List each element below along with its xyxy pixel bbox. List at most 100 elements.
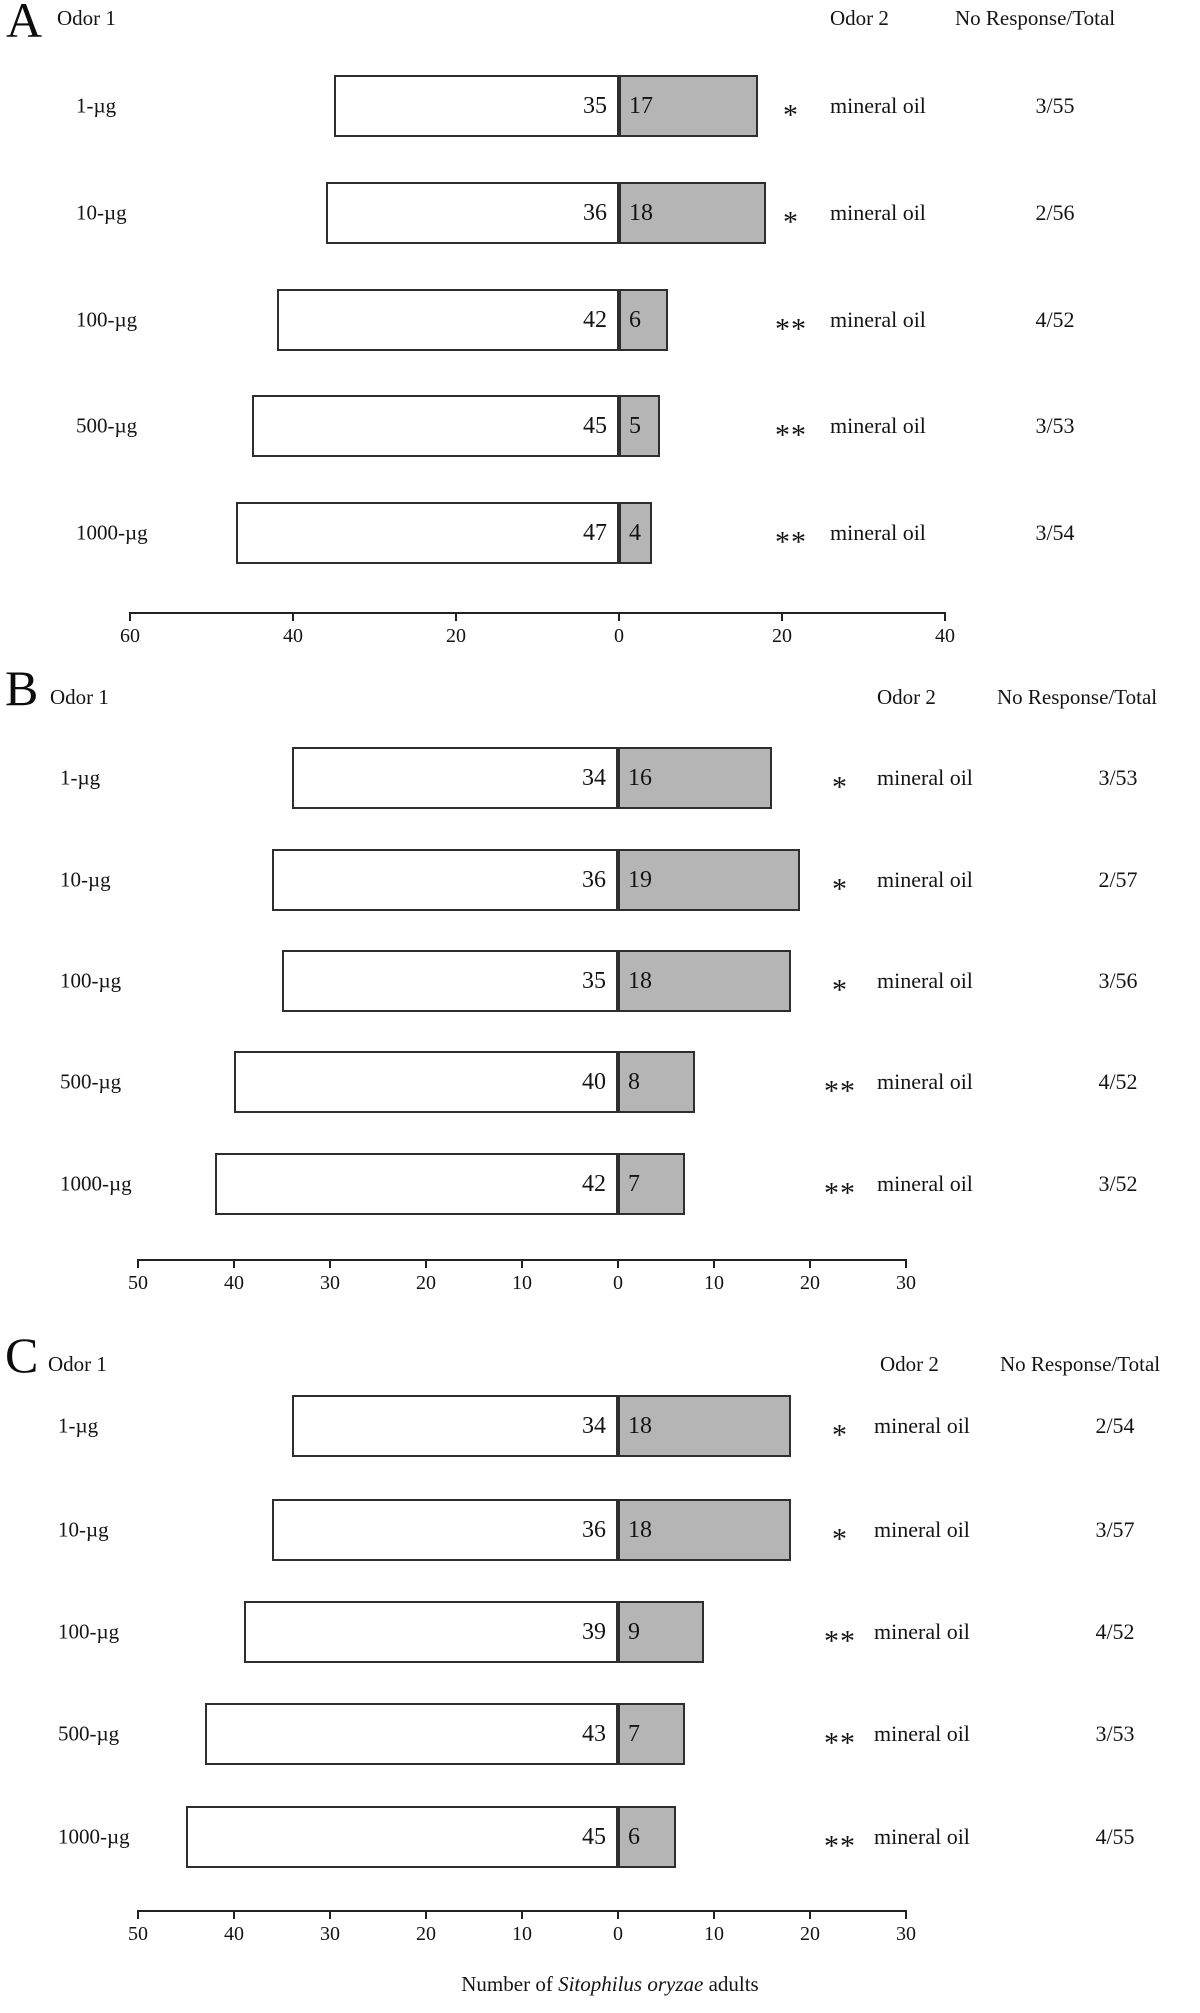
no-response-header: No Response/Total: [997, 685, 1158, 709]
axis-tick-label: 10: [512, 1272, 532, 1294]
axis-tick: [137, 1259, 139, 1268]
axis-tick: [137, 1910, 139, 1919]
no-response-total: 3/53: [1095, 1721, 1135, 1746]
axis-tick: [617, 1259, 619, 1268]
x-axis-label-suffix: adults: [703, 1972, 759, 1996]
axis-tick-label: 0: [613, 1272, 623, 1294]
significance-marker: **: [824, 1074, 856, 1108]
dose-label: 100-µg: [76, 307, 138, 332]
dose-label: 1-µg: [58, 1413, 99, 1438]
axis-tick: [425, 1259, 427, 1268]
odor2-count: 7: [628, 1721, 640, 1747]
no-response-total: 3/56: [1098, 968, 1138, 993]
odor2-name: mineral oil: [830, 307, 926, 332]
axis-line: [130, 612, 945, 614]
axis-tick: [329, 1259, 331, 1268]
dose-label: 500-µg: [58, 1721, 120, 1746]
odor2-bar: [618, 1051, 695, 1113]
odor2-count: 8: [628, 1069, 640, 1095]
dose-label: 100-µg: [60, 968, 122, 993]
odor2-name: mineral oil: [877, 765, 973, 790]
odor2-count: 19: [628, 867, 652, 893]
axis-tick-label: 20: [772, 625, 792, 647]
axis-tick: [292, 612, 294, 621]
odor2-name: mineral oil: [877, 1069, 973, 1094]
odor1-bar: [277, 289, 619, 351]
odor1-bar: [234, 1051, 618, 1113]
odor1-bar: [236, 502, 619, 564]
axis-tick-label: 0: [613, 1923, 623, 1945]
axis-tick-label: 20: [446, 625, 466, 647]
axis-tick-label: 30: [896, 1923, 916, 1945]
dose-label: 1000-µg: [60, 1171, 132, 1196]
significance-marker: *: [832, 872, 848, 906]
odor2-count: 4: [629, 520, 641, 546]
axis-tick-label: 50: [128, 1272, 148, 1294]
x-axis-label-prefix: Number of: [461, 1972, 559, 1996]
axis-tick: [905, 1259, 907, 1268]
axis-tick-label: 30: [320, 1923, 340, 1945]
axis-tick: [521, 1259, 523, 1268]
odor1-bar: [215, 1153, 618, 1215]
odor1-count: 45: [583, 413, 607, 439]
axis-tick: [425, 1910, 427, 1919]
no-response-total: 3/55: [1035, 93, 1075, 118]
odor2-name: mineral oil: [874, 1721, 970, 1746]
dose-label: 1-µg: [76, 93, 117, 118]
no-response-total: 2/57: [1098, 867, 1138, 892]
dose-label: 1000-µg: [58, 1824, 130, 1849]
odor2-header: Odor 2: [880, 1352, 939, 1376]
no-response-total: 4/52: [1098, 1069, 1138, 1094]
axis-tick: [617, 1910, 619, 1919]
no-response-total: 3/52: [1098, 1171, 1138, 1196]
no-response-total: 3/53: [1035, 413, 1075, 438]
dose-label: 10-µg: [76, 200, 127, 225]
odor1-count: 39: [582, 1619, 606, 1645]
significance-marker: *: [832, 1418, 848, 1452]
dose-label: 1-µg: [60, 765, 101, 790]
odor2-count: 5: [629, 413, 641, 439]
dose-label: 10-µg: [58, 1517, 109, 1542]
odor1-bar: [205, 1703, 618, 1765]
axis-tick: [233, 1259, 235, 1268]
odor1-count: 45: [582, 1824, 606, 1850]
odor1-count: 34: [582, 1413, 606, 1439]
odor1-bar: [326, 182, 619, 244]
odor2-name: mineral oil: [877, 1171, 973, 1196]
odor2-bar: [619, 502, 652, 564]
odor1-count: 34: [582, 765, 606, 791]
odor2-name: mineral oil: [830, 93, 926, 118]
odor1-bar: [292, 1395, 618, 1457]
significance-marker: **: [824, 1726, 856, 1760]
odor2-name: mineral oil: [874, 1619, 970, 1644]
no-response-header: No Response/Total: [1000, 1352, 1161, 1376]
odor2-bar: [619, 289, 668, 351]
odor1-count: 47: [583, 520, 607, 546]
odor1-bar: [292, 747, 618, 809]
significance-marker: *: [832, 1522, 848, 1556]
x-axis-label: Number of Sitophilus oryzae adults: [461, 1972, 758, 1997]
axis-tick: [944, 612, 946, 621]
axis-tick-label: 40: [283, 625, 303, 647]
axis-tick-label: 60: [120, 625, 140, 647]
significance-marker: **: [775, 312, 807, 346]
odor2-count: 6: [629, 307, 641, 333]
odor2-count: 6: [628, 1824, 640, 1850]
axis-tick: [329, 1910, 331, 1919]
odor2-name: mineral oil: [874, 1517, 970, 1542]
odor2-count: 18: [629, 200, 653, 226]
axis-tick-label: 40: [224, 1272, 244, 1294]
axis-tick: [455, 612, 457, 621]
axis-tick: [905, 1910, 907, 1919]
axis-tick: [713, 1259, 715, 1268]
odor2-count: 18: [628, 1517, 652, 1543]
axis-tick-label: 20: [800, 1272, 820, 1294]
odor1-count: 42: [583, 307, 607, 333]
odor1-count: 42: [582, 1171, 606, 1197]
axis-tick: [809, 1910, 811, 1919]
significance-marker: *: [832, 973, 848, 1007]
odor1-count: 40: [582, 1069, 606, 1095]
axis-tick: [713, 1910, 715, 1919]
significance-marker: **: [824, 1829, 856, 1863]
panel-letter: A: [6, 0, 43, 48]
